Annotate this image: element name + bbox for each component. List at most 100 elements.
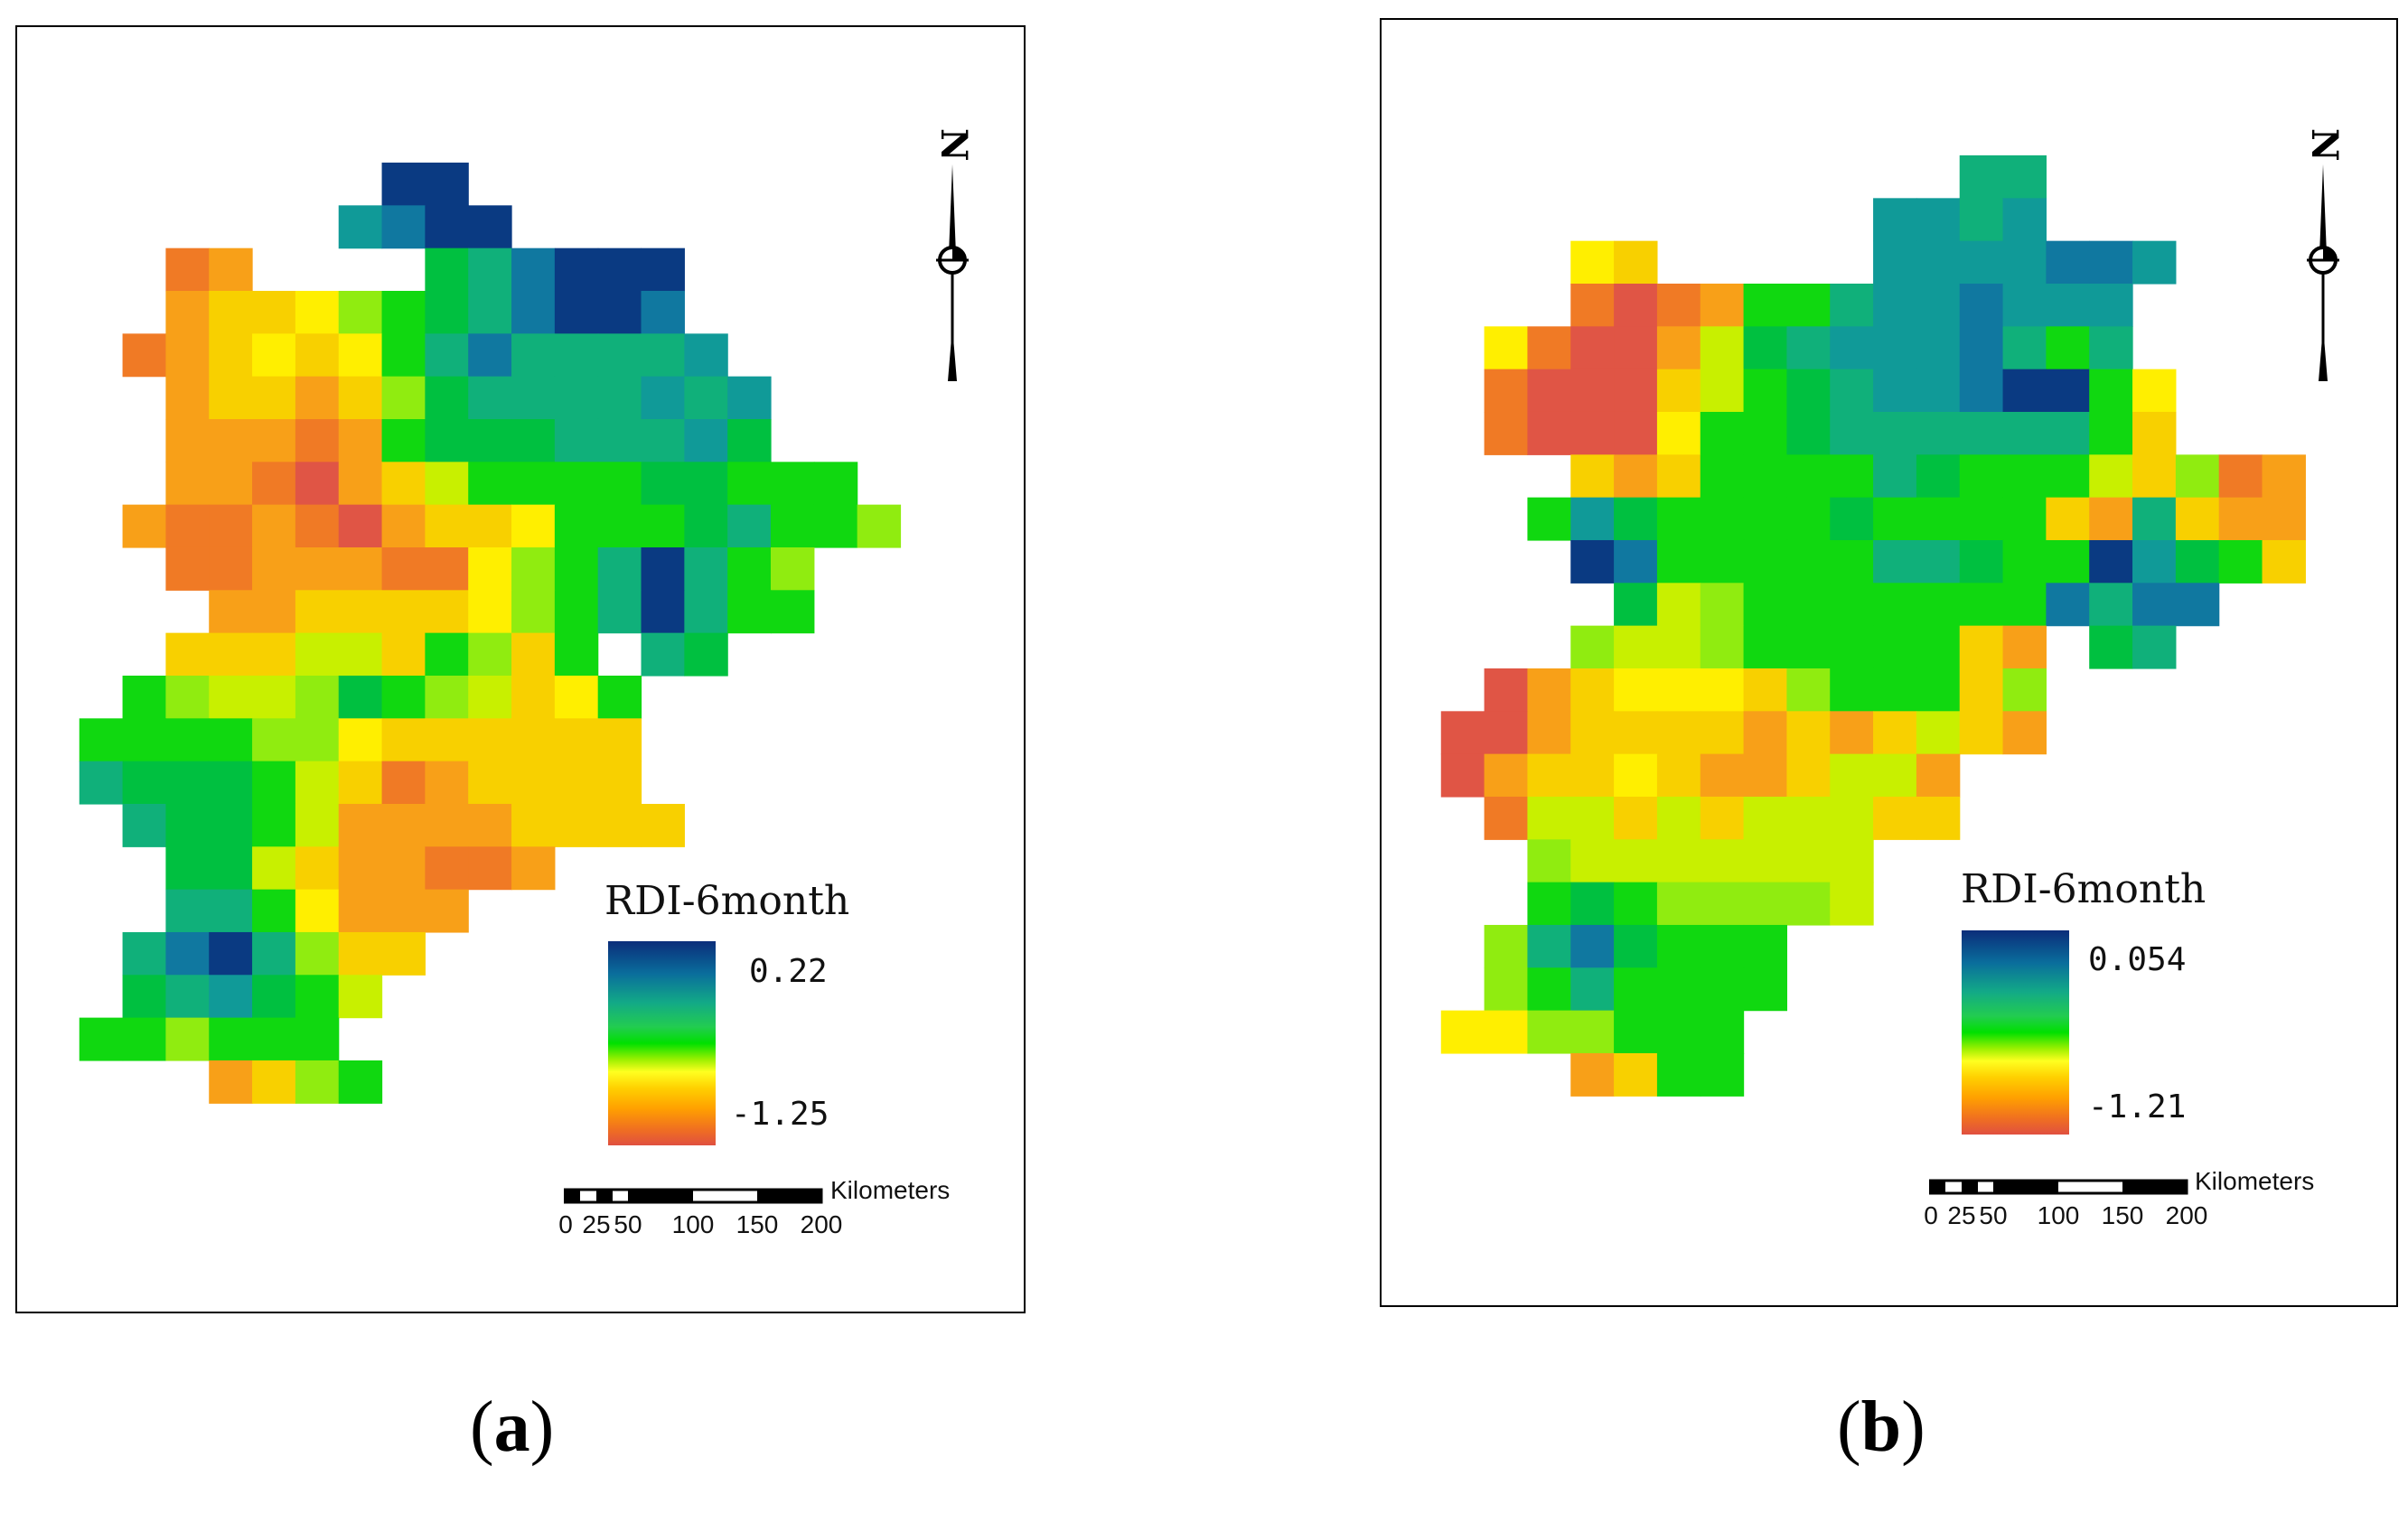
grid-cell (1786, 882, 1831, 926)
grid-cell (338, 590, 383, 634)
grid-cell (1656, 796, 1701, 840)
grid-cell (381, 803, 426, 847)
grid-cell (2089, 625, 2133, 669)
scale-tick: 25 (582, 1210, 611, 1238)
grid-cell (641, 376, 685, 420)
grid-cell (1830, 583, 1874, 627)
grid-cell (295, 675, 340, 719)
grid-cell (2089, 369, 2133, 413)
grid-cell (1873, 240, 1917, 285)
legend-color-ramp (608, 941, 716, 1145)
grid-cell (209, 418, 253, 462)
grid-cell (425, 247, 469, 292)
grid-cell (1570, 283, 1615, 327)
grid-cell (1656, 882, 1701, 926)
grid-cell (1743, 411, 1788, 455)
grid-cell (1786, 326, 1831, 370)
grid-cell (252, 632, 296, 677)
grid-cell (1700, 839, 1745, 883)
grid-cell (338, 376, 383, 420)
grid-cell (1656, 454, 1701, 499)
grid-cell (338, 504, 383, 548)
grid-cell (1570, 796, 1615, 840)
grid-cell (252, 846, 296, 891)
grid-cell (2089, 539, 2133, 584)
grid-cell (2089, 411, 2133, 455)
grid-cell (684, 632, 728, 677)
grid-cell (1873, 711, 1917, 755)
grid-cell (165, 376, 210, 420)
grid-cell (1440, 711, 1485, 755)
grid-cell (209, 889, 253, 933)
grid-cell (1743, 326, 1788, 370)
grid-cell (1700, 326, 1745, 370)
grid-cell (2132, 583, 2177, 627)
grid-cell (727, 590, 772, 634)
grid-cell (1484, 924, 1529, 968)
grid-cell (1916, 711, 1961, 755)
scale-tick: 150 (2101, 1201, 2144, 1229)
grid-cell (425, 590, 469, 634)
grid-cell (1873, 326, 1917, 370)
grid-cell (2218, 539, 2263, 584)
north-label: N (934, 128, 970, 162)
grid-cell (295, 718, 340, 762)
grid-cell (381, 376, 426, 420)
grid-cell (165, 803, 210, 847)
grid-cell (295, 376, 340, 420)
grid-cell (1830, 539, 1874, 584)
grid-cell (1700, 1052, 1745, 1097)
grid-cell (468, 546, 512, 591)
grid-cell (597, 291, 642, 334)
grid-cell (338, 718, 383, 762)
grid-cell (1786, 454, 1831, 499)
grid-cell (209, 675, 253, 719)
grid-cell (1570, 411, 1615, 455)
grid-cell (1700, 711, 1745, 755)
grid-cell (209, 462, 253, 506)
grid-cell (1786, 283, 1831, 327)
grid-cell (554, 291, 599, 334)
legend-title: RDI-6month (1961, 866, 2207, 912)
grid-cell (1614, 1052, 1658, 1097)
grid-cell (252, 803, 296, 847)
grid-cell (1700, 882, 1745, 926)
grid-cell (1527, 369, 1571, 413)
grid-cell (1570, 539, 1615, 584)
grid-cell (165, 546, 210, 591)
grid-cell (1614, 796, 1658, 840)
grid-cell (1786, 539, 1831, 584)
grid-cell (2002, 198, 2047, 242)
grid-cell (1873, 539, 1917, 584)
grid-cell (2089, 326, 2133, 370)
grid-cell (727, 504, 772, 548)
grid-cell (554, 632, 599, 677)
grid-cell (1916, 326, 1961, 370)
grid-cell (1527, 668, 1571, 712)
grid-cell (425, 846, 469, 891)
grid-cell (1830, 882, 1874, 926)
grid-cell (1959, 454, 2004, 499)
grid-cell (1570, 497, 1615, 541)
grid-cell (381, 590, 426, 634)
grid-cell (425, 632, 469, 677)
grid-cell (1700, 411, 1745, 455)
grid-cell (1743, 583, 1788, 627)
grid-cell (1700, 283, 1745, 327)
grid-cell (511, 247, 556, 292)
grid-cell (1614, 967, 1658, 1012)
grid-cell (165, 718, 210, 762)
scale-tick: 0 (558, 1210, 573, 1238)
grid-cell (1700, 1010, 1745, 1054)
grid-cell (1700, 967, 1745, 1012)
grid-cell (252, 418, 296, 462)
grid-cell (1614, 711, 1658, 755)
grid-cell (1700, 796, 1745, 840)
scale-tick: 50 (614, 1210, 642, 1238)
grid-cell (1614, 924, 1658, 968)
grid-cell (1959, 711, 2004, 755)
grid-cell (554, 333, 599, 378)
grid-cell (857, 504, 902, 548)
grid-cell (2132, 454, 2177, 499)
grid-cell (1873, 497, 1917, 541)
